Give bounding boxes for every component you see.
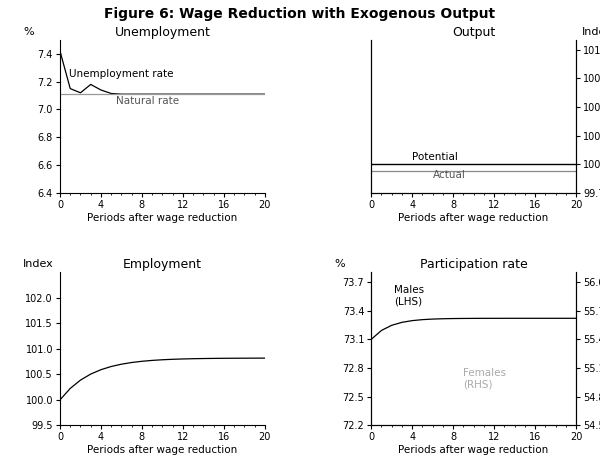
Text: %: % [23, 27, 34, 37]
Text: Index: Index [23, 259, 54, 269]
Text: Actual: Actual [433, 170, 466, 180]
X-axis label: Periods after wage reduction: Periods after wage reduction [398, 445, 549, 455]
Text: Natural rate: Natural rate [116, 96, 179, 106]
Text: Figure 6: Wage Reduction with Exogenous Output: Figure 6: Wage Reduction with Exogenous … [104, 7, 496, 21]
X-axis label: Periods after wage reduction: Periods after wage reduction [87, 445, 238, 455]
Title: Output: Output [452, 26, 495, 39]
Title: Participation rate: Participation rate [420, 258, 527, 271]
Text: Males
(LHS): Males (LHS) [394, 285, 424, 307]
Text: Females
(RHS): Females (RHS) [463, 368, 506, 389]
X-axis label: Periods after wage reduction: Periods after wage reduction [87, 212, 238, 223]
Title: Employment: Employment [123, 258, 202, 271]
Text: Potential: Potential [412, 152, 458, 163]
X-axis label: Periods after wage reduction: Periods after wage reduction [398, 212, 549, 223]
Text: Index: Index [582, 27, 600, 37]
Title: Unemployment: Unemployment [115, 26, 211, 39]
Text: %: % [334, 259, 345, 269]
Text: Unemployment rate: Unemployment rate [69, 70, 174, 79]
